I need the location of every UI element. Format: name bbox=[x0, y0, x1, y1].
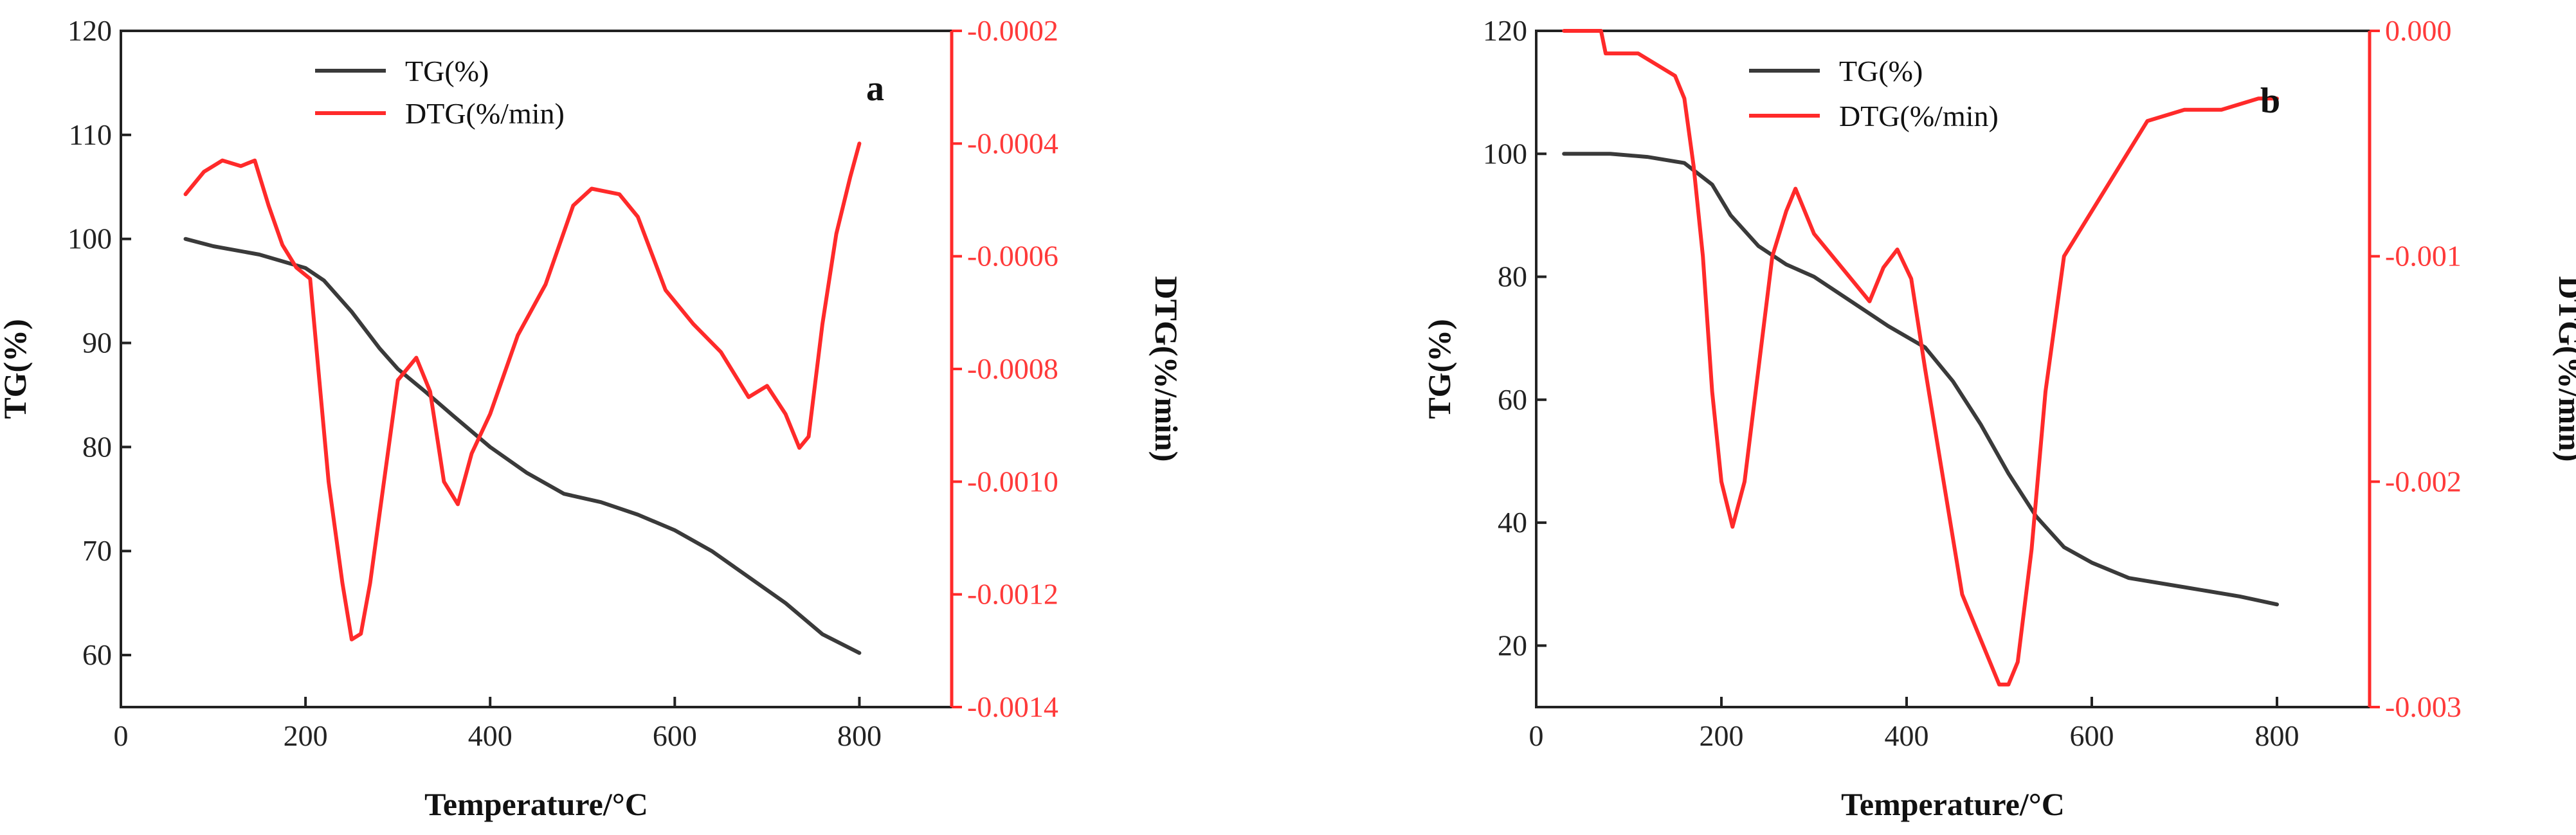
legend-label-dtg: DTG(%/min) bbox=[1839, 100, 1999, 132]
y-axis-title: TG(%) bbox=[1421, 319, 1457, 419]
panel-label: a bbox=[866, 69, 884, 109]
y-tick-label: 100 bbox=[68, 222, 112, 255]
y-tick-label: 110 bbox=[69, 118, 112, 151]
y-tick-label: 60 bbox=[1498, 383, 1527, 416]
y-tick-label: 70 bbox=[82, 534, 112, 567]
legend-label-dtg: DTG(%/min) bbox=[405, 97, 565, 130]
y-tick-label: 60 bbox=[82, 638, 112, 671]
tg-series-line bbox=[1562, 152, 2279, 607]
y2-tick-label: -0.0014 bbox=[967, 690, 1058, 723]
left-axis: 60 70 80 90 100 110 120 bbox=[68, 14, 131, 671]
x-tick-label: 800 bbox=[837, 719, 882, 752]
x-tick-label: 600 bbox=[653, 719, 697, 752]
bottom-axis: 0 200 400 600 800 bbox=[114, 697, 882, 752]
y2-tick-label: -0.0010 bbox=[967, 465, 1058, 498]
x-tick-label: 600 bbox=[2070, 719, 2114, 752]
y2-tick-label: -0.0008 bbox=[967, 352, 1058, 385]
y-tick-label: 90 bbox=[82, 327, 112, 359]
plot-frame bbox=[120, 30, 953, 708]
chart-panel-b: 20 40 60 80 100 120 -0.003 -0.002 -0.001 0.000 0… bbox=[1421, 14, 2576, 822]
y2-axis-title: DTG(%/min) bbox=[2552, 276, 2576, 462]
x-tick-label: 200 bbox=[1700, 719, 1744, 752]
panel-label: b bbox=[2260, 81, 2280, 121]
x-tick-label: 400 bbox=[1885, 719, 1929, 752]
right-axis: -0.003 -0.002 -0.001 0.000 bbox=[2368, 14, 2462, 723]
y-tick-label: 20 bbox=[1498, 629, 1527, 661]
dtg-series-line bbox=[1562, 29, 2279, 687]
left-axis: 20 40 60 80 100 120 bbox=[1483, 14, 1547, 661]
y2-tick-label: -0.0012 bbox=[967, 578, 1058, 611]
y2-tick-label: -0.0006 bbox=[967, 240, 1058, 273]
x-tick-label: 800 bbox=[2255, 719, 2299, 752]
y2-tick-label: -0.003 bbox=[2385, 690, 2462, 723]
y2-tick-label: -0.0002 bbox=[967, 14, 1058, 47]
bottom-axis: 0 200 400 600 800 bbox=[1529, 697, 2299, 752]
right-axis: -0.0014 -0.0012 -0.0010 -0.0008 -0.0006 -0.00… bbox=[950, 14, 1058, 723]
x-tick-label: 400 bbox=[468, 719, 512, 752]
y-tick-label: 120 bbox=[68, 14, 112, 47]
y2-tick-label: -0.001 bbox=[2385, 240, 2462, 273]
series-layer bbox=[1562, 29, 2279, 687]
y-tick-label: 80 bbox=[1498, 260, 1527, 293]
series-layer bbox=[183, 141, 862, 655]
x-tick-label: 0 bbox=[114, 719, 129, 752]
x-axis-title: Temperature/°C bbox=[424, 786, 648, 822]
legend-label-tg: TG(%) bbox=[1839, 55, 1923, 87]
y2-tick-label: -0.0004 bbox=[967, 127, 1058, 159]
y-tick-label: 120 bbox=[1483, 14, 1527, 47]
y-axis-title: TG(%) bbox=[0, 319, 33, 419]
y-tick-label: 40 bbox=[1498, 506, 1527, 539]
legend: TG(%) DTG(%/min) bbox=[315, 55, 565, 130]
legend-label-tg: TG(%) bbox=[405, 55, 489, 87]
y2-tick-label: 0.000 bbox=[2385, 14, 2452, 47]
y2-tick-label: -0.002 bbox=[2385, 465, 2462, 498]
x-axis-title: Temperature/°C bbox=[1841, 786, 2065, 822]
legend: TG(%) DTG(%/min) bbox=[1749, 55, 1999, 132]
dtg-series-line bbox=[183, 141, 862, 642]
x-tick-label: 200 bbox=[284, 719, 328, 752]
y-tick-label: 80 bbox=[82, 430, 112, 463]
y2-axis-title: DTG(%/min) bbox=[1148, 276, 1184, 462]
y-tick-label: 100 bbox=[1483, 137, 1527, 170]
tg-series-line bbox=[183, 237, 862, 655]
x-tick-label: 0 bbox=[1529, 719, 1544, 752]
